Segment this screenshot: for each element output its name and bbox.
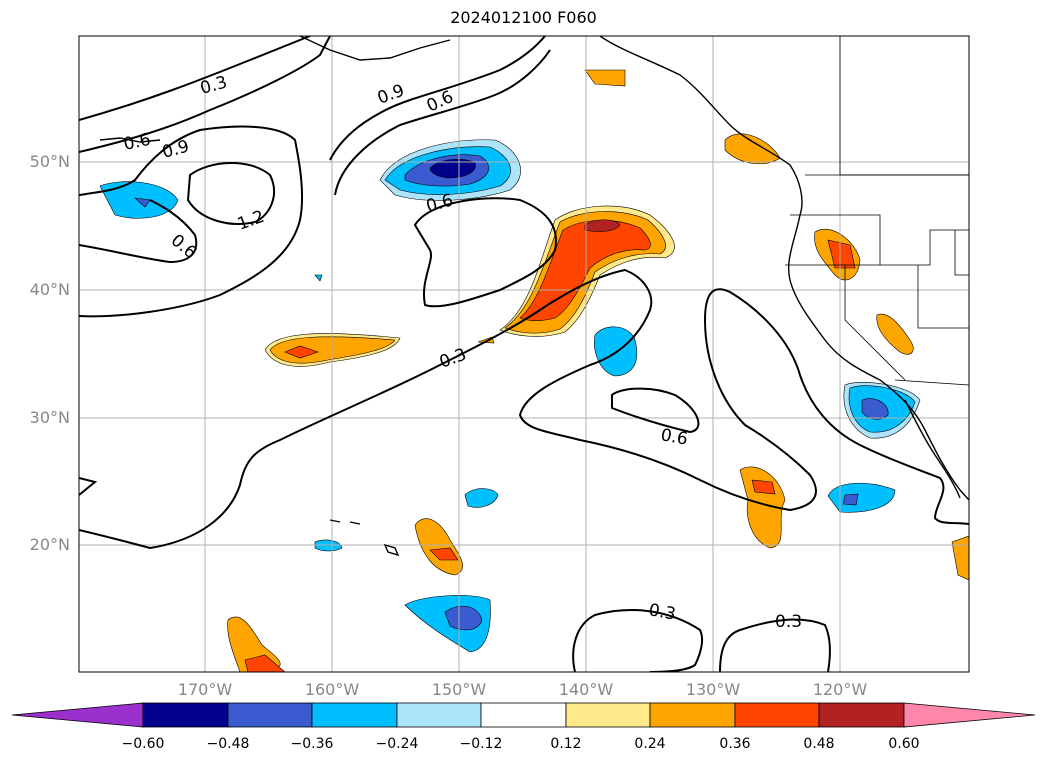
colorbar-segment [734,702,820,728]
coastlines [99,36,969,557]
anomaly-blob [827,239,856,269]
colorbar-tick-label: 0.36 [719,736,751,752]
anomaly-blob [584,219,621,232]
anomaly-blob [861,398,889,420]
colorbar-tick-label: 0.24 [634,736,666,752]
anomaly-blob [314,539,343,552]
anomaly-blob [464,488,499,508]
colorbar-extend-high [903,702,1036,728]
lon-label: 130°W [685,680,741,699]
anomaly-blob [429,159,476,179]
colorbar-tick-label: 0.60 [888,736,920,752]
contour-label: 0.3 [647,600,677,624]
colorbar-tick-label: 0.48 [803,736,835,752]
colorbar-segment [565,702,651,728]
map-area [79,36,969,672]
lon-label: 140°W [558,680,614,699]
anomaly-blob [739,466,786,549]
lat-label: 30°N [29,408,70,427]
anomaly-blob [751,479,776,495]
colorbar-tick-label: −0.36 [290,736,334,752]
lon-label: 170°W [177,680,233,699]
gridlines [79,36,969,672]
colorbar-segment [480,702,567,728]
colorbar [11,702,1036,728]
colorbar-segment [818,702,905,728]
contour-label: 0.3 [775,612,802,632]
colorbar-segment [311,702,398,728]
lon-label: 150°W [431,680,487,699]
borders [785,36,969,386]
anomaly-blob [134,197,151,208]
lat-label: 50°N [29,152,70,171]
colorbar-segment [649,702,736,728]
colorbar-segment [142,702,229,728]
height-contours [79,36,969,672]
anomaly-blob [284,345,319,359]
lat-label: 40°N [29,280,70,299]
colorbar-tick-label: −0.48 [206,736,250,752]
anomaly-blob [842,493,859,506]
anomaly-blob [429,547,459,561]
lon-label: 160°W [304,680,360,699]
anomaly-blob [519,220,651,321]
colorbar-tick-label: −0.60 [121,736,165,752]
map-border [78,35,970,673]
anomaly-blob [951,535,969,581]
anomaly-blob [876,313,914,355]
map-title: 2024012100 F060 [450,8,597,27]
anomaly-blob [584,69,626,87]
colorbar-segment [396,702,482,728]
colorbar-extend-low [11,702,144,728]
anomaly-blob [594,326,638,377]
colorbar-tick-label: −0.24 [375,736,419,752]
anomaly-blob [314,274,323,282]
anomaly-blob [827,482,896,513]
colorbar-tick-label: −0.12 [459,736,503,752]
lat-label: 20°N [29,535,70,554]
shaded-anomalies [99,69,969,672]
colorbar-tick-label: 0.12 [550,736,582,752]
anomaly-blob [414,518,463,576]
colorbar-segment [227,702,313,728]
anomaly-blob [244,654,286,672]
contour-label: 0.6 [659,425,689,449]
lon-label: 120°W [812,680,868,699]
